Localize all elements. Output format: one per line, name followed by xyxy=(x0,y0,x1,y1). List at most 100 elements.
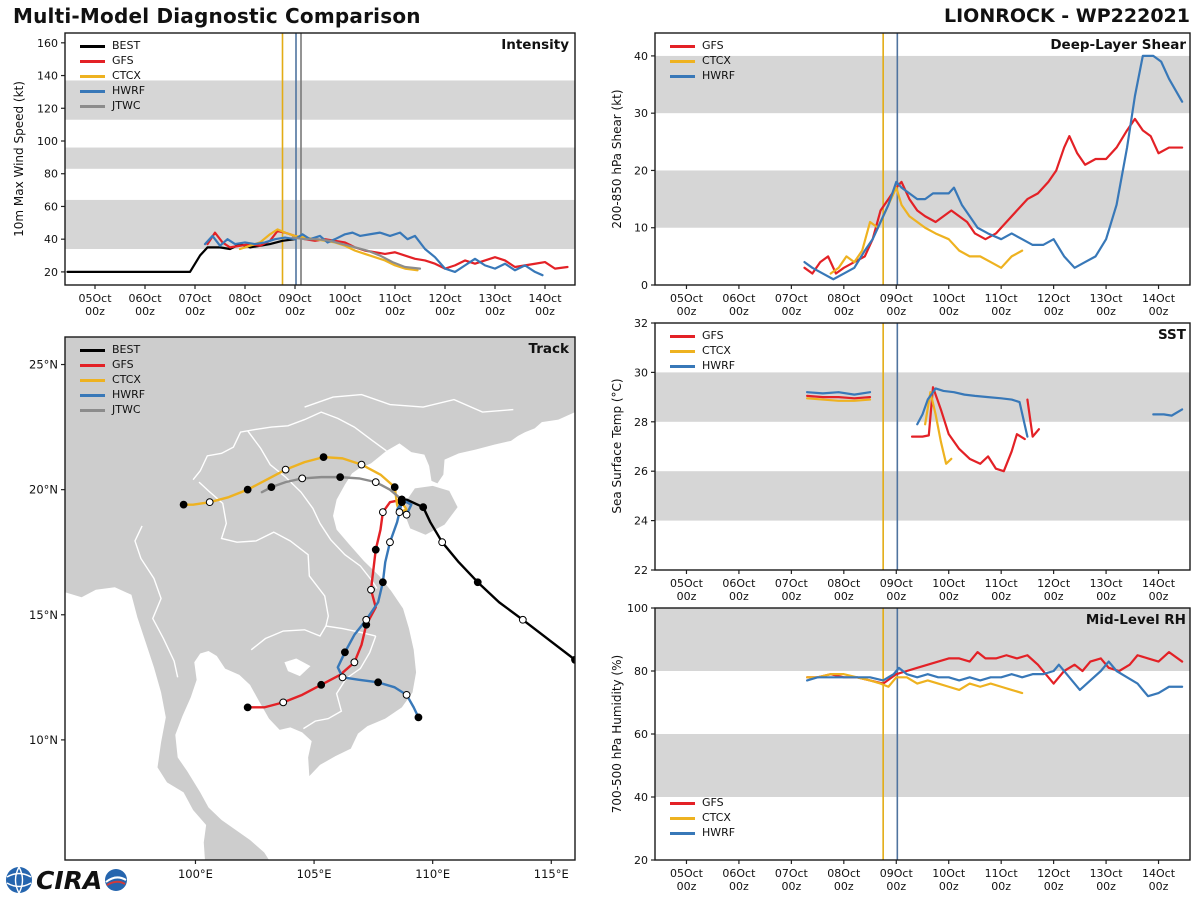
country-border xyxy=(134,525,179,678)
country-border xyxy=(250,625,376,651)
legend-item-best: BEST xyxy=(80,40,145,52)
tick-label: 09Oct xyxy=(880,577,914,590)
tick-label: 06Oct xyxy=(722,867,756,880)
tick-label: 100°E xyxy=(178,867,213,881)
track-legend: BEST GFS CTCX HWRF JTWC xyxy=(80,344,145,416)
track-point xyxy=(378,578,387,587)
tick-label: 00z xyxy=(886,880,906,893)
series-hwrf xyxy=(1152,408,1184,417)
legend-label-jtwc: JTWC xyxy=(112,403,141,416)
track-panel-title: Track xyxy=(528,341,569,357)
tick-label: 00z xyxy=(834,880,854,893)
threshold-band xyxy=(655,734,1190,797)
series-ctcx xyxy=(806,397,872,402)
track-plot: 100°E 105°E 110°E 115°E 10°N 15°N 20°N 25°N xyxy=(29,336,576,881)
track-point xyxy=(319,453,328,462)
tick-label: 12Oct xyxy=(428,292,462,305)
tick-label: 00z xyxy=(1096,590,1116,603)
country-border xyxy=(247,430,378,589)
tick-label: 00z xyxy=(335,305,355,318)
legend-item-hwrf: HWRF xyxy=(80,85,145,97)
emblem-wave-icon xyxy=(105,876,127,883)
tick-label: 00z xyxy=(781,880,801,893)
legend-item-ctcx: CTCX xyxy=(80,374,145,386)
landmass xyxy=(405,485,458,535)
series-ctcx xyxy=(829,186,1024,275)
tick-label: 00z xyxy=(991,590,1011,603)
tick-label: 09Oct xyxy=(880,292,914,305)
tick-label: 00z xyxy=(135,305,155,318)
intensity-plot: 05Oct00z06Oct00z07Oct00z08Oct00z09Oct00z… xyxy=(37,32,576,318)
track-point xyxy=(371,545,380,554)
tick-label: 110°E xyxy=(415,867,450,881)
series-gfs xyxy=(1026,398,1041,438)
tick-label: 20 xyxy=(634,164,648,177)
tick-label: 25°N xyxy=(29,358,58,372)
sst-plot: 05Oct00z06Oct00z07Oct00z08Oct00z09Oct00z… xyxy=(634,317,1191,603)
legend-label-jtwc: JTWC xyxy=(112,99,141,112)
tick-label: 06Oct xyxy=(128,292,162,305)
track-point xyxy=(357,460,366,469)
legend-item-gfs: GFS xyxy=(80,55,145,67)
tick-label: 10°N xyxy=(29,733,58,747)
legend-item-hwrf: HWRF xyxy=(670,360,735,372)
track-point xyxy=(205,498,214,507)
track-best xyxy=(400,498,575,662)
tick-label: 00z xyxy=(535,305,555,318)
tick-label: 11Oct xyxy=(985,292,1019,305)
series-gfs xyxy=(206,229,569,270)
sst-legend: GFS CTCX HWRF xyxy=(670,330,735,372)
legend-item-jtwc: JTWC xyxy=(80,404,145,416)
legend-swatch-gfs xyxy=(670,334,695,338)
tick-label: 06Oct xyxy=(722,292,756,305)
tick-label: 20°N xyxy=(29,483,58,497)
legend-item-gfs: GFS xyxy=(670,330,735,342)
track-point xyxy=(362,615,371,624)
tick-label: 00z xyxy=(185,305,205,318)
tick-label: 105°E xyxy=(297,867,332,881)
tick-label: 08Oct xyxy=(827,292,861,305)
tick-label: 00z xyxy=(886,305,906,318)
track-point xyxy=(390,483,399,492)
series-gfs xyxy=(806,394,872,400)
track-point xyxy=(336,473,345,482)
tick-label: 05Oct xyxy=(670,292,704,305)
legend-label-ctcx: CTCX xyxy=(702,344,731,357)
tick-label: 00z xyxy=(1096,305,1116,318)
track-jtwc xyxy=(260,475,404,501)
legend-swatch-gfs xyxy=(670,801,695,805)
tick-label: 10Oct xyxy=(328,292,362,305)
tick-label: 07Oct xyxy=(775,867,809,880)
tick-label: 00z xyxy=(385,305,405,318)
threshold-band xyxy=(655,608,1190,671)
tick-label: 00z xyxy=(235,305,255,318)
legend-swatch-gfs xyxy=(80,59,105,63)
legend-item-gfs: GFS xyxy=(80,359,145,371)
cira-logo-graphic: CIRA xyxy=(6,866,127,895)
track-point xyxy=(350,658,359,667)
tick-label: 14Oct xyxy=(1142,577,1176,590)
storm-title: LIONROCK - WP222021 xyxy=(944,5,1190,27)
tick-label: 40 xyxy=(634,791,648,804)
track-point xyxy=(279,698,288,707)
track-point xyxy=(414,713,423,722)
tick-label: 00z xyxy=(939,880,959,893)
legend-swatch-best xyxy=(80,348,105,352)
tick-label: 00z xyxy=(1149,590,1169,603)
legend-item-ctcx: CTCX xyxy=(670,345,735,357)
tick-label: 00z xyxy=(1044,590,1064,603)
tick-label: 00z xyxy=(677,305,697,318)
legend-label-best: BEST xyxy=(112,343,141,356)
tick-label: 08Oct xyxy=(827,577,861,590)
country-border xyxy=(303,635,377,730)
tick-label: 13Oct xyxy=(1090,867,1124,880)
tick-label: 08Oct xyxy=(228,292,262,305)
tick-label: 24 xyxy=(634,515,648,528)
legend-swatch-ctcx xyxy=(670,59,695,63)
rh-legend: GFS CTCX HWRF xyxy=(670,797,735,839)
legend-item-hwrf: HWRF xyxy=(670,70,735,82)
tick-label: 14Oct xyxy=(528,292,562,305)
track-point xyxy=(367,585,375,594)
legend-swatch-gfs xyxy=(670,44,695,48)
tick-label: 00z xyxy=(1044,880,1064,893)
